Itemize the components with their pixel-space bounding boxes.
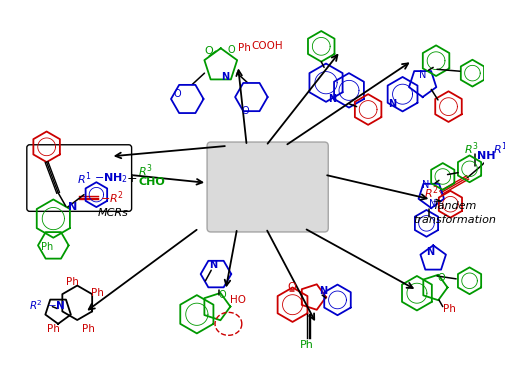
Text: Ph: Ph [443, 304, 456, 315]
Text: COOH: COOH [251, 42, 283, 51]
Text: $R^3$: $R^3$ [138, 162, 153, 179]
Text: O: O [227, 45, 235, 55]
Text: N: N [422, 180, 429, 190]
Text: Tandem: Tandem [433, 201, 477, 211]
Text: $-$NH$_2$: $-$NH$_2$ [94, 172, 128, 185]
Text: N: N [388, 99, 396, 109]
Text: N: N [319, 286, 327, 296]
Text: N: N [419, 70, 426, 80]
Text: O: O [288, 282, 296, 292]
Text: +: + [127, 172, 138, 185]
Text: Ph: Ph [238, 43, 251, 53]
Text: CHO: CHO [138, 177, 165, 187]
Text: N: N [221, 72, 229, 82]
Text: N: N [429, 199, 437, 209]
Text: O: O [174, 89, 181, 99]
FancyBboxPatch shape [27, 145, 132, 211]
Text: Ph: Ph [82, 324, 95, 334]
Text: N: N [68, 202, 77, 212]
Text: MCRs: MCRs [98, 208, 129, 218]
Text: O: O [205, 46, 213, 56]
Text: O: O [219, 290, 226, 300]
Text: $-R^2$: $-R^2$ [100, 189, 124, 206]
Text: O: O [242, 107, 249, 116]
Text: NH: NH [477, 151, 496, 161]
Text: O: O [438, 273, 445, 283]
Text: N: N [209, 260, 218, 270]
Text: Ph: Ph [90, 288, 104, 298]
Text: $-$N: $-$N [46, 299, 65, 311]
Text: HO: HO [230, 295, 246, 305]
Text: $R^2$: $R^2$ [29, 298, 43, 312]
Text: Ph: Ph [41, 242, 53, 252]
Text: transformation: transformation [414, 215, 496, 224]
Text: N: N [427, 247, 435, 257]
Text: $R^1$: $R^1$ [77, 170, 92, 187]
Text: Ph: Ph [46, 324, 60, 334]
Text: $R^2$: $R^2$ [424, 184, 438, 201]
Text: Ph: Ph [66, 277, 79, 287]
Text: N: N [328, 94, 336, 104]
Text: Ph: Ph [300, 340, 314, 350]
Text: $R^3$: $R^3$ [464, 140, 479, 157]
FancyBboxPatch shape [207, 142, 328, 232]
Text: $R^1$: $R^1$ [492, 140, 505, 157]
